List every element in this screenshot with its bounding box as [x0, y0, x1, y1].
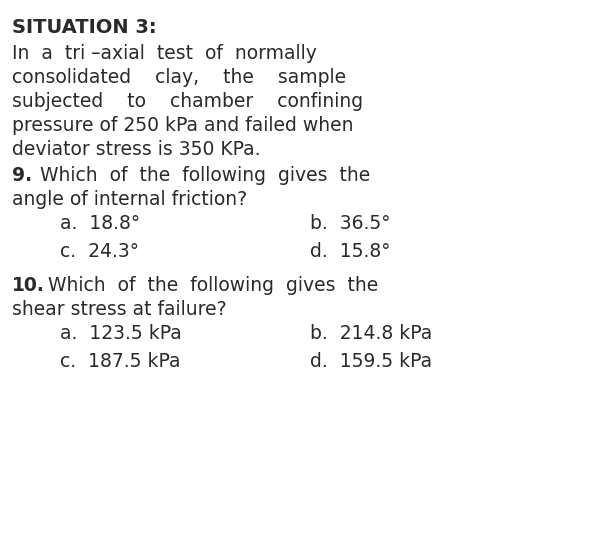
- Text: a.  18.8°: a. 18.8°: [60, 214, 140, 233]
- Text: a.  123.5 kPa: a. 123.5 kPa: [60, 324, 182, 343]
- Text: angle of internal friction?: angle of internal friction?: [12, 190, 247, 209]
- Text: SITUATION 3:: SITUATION 3:: [12, 18, 157, 37]
- Text: pressure of 250 kPa and failed when: pressure of 250 kPa and failed when: [12, 116, 353, 135]
- Text: c.  187.5 kPa: c. 187.5 kPa: [60, 352, 180, 371]
- Text: d.  159.5 kPa: d. 159.5 kPa: [310, 352, 432, 371]
- Text: Which  of  the  following  gives  the: Which of the following gives the: [42, 276, 378, 295]
- Text: Which  of  the  following  gives  the: Which of the following gives the: [34, 166, 370, 185]
- Text: 10.: 10.: [12, 276, 45, 295]
- Text: consolidated    clay,    the    sample: consolidated clay, the sample: [12, 68, 346, 87]
- Text: subjected    to    chamber    confining: subjected to chamber confining: [12, 92, 363, 111]
- Text: c.  24.3°: c. 24.3°: [60, 242, 139, 261]
- Text: d.  15.8°: d. 15.8°: [310, 242, 390, 261]
- Text: deviator stress is 350 KPa.: deviator stress is 350 KPa.: [12, 140, 261, 159]
- Text: b.  214.8 kPa: b. 214.8 kPa: [310, 324, 432, 343]
- Text: shear stress at failure?: shear stress at failure?: [12, 300, 227, 319]
- Text: 9.: 9.: [12, 166, 32, 185]
- Text: In  a  tri –axial  test  of  normally: In a tri –axial test of normally: [12, 44, 317, 63]
- Text: b.  36.5°: b. 36.5°: [310, 214, 390, 233]
